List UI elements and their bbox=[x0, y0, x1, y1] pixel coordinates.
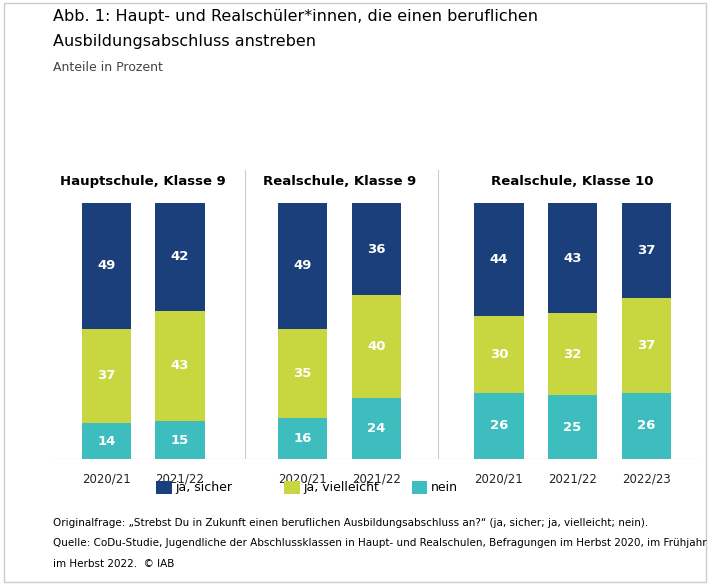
Text: Ausbildungsabschluss anstreben: Ausbildungsabschluss anstreben bbox=[53, 34, 316, 49]
Bar bbox=[278, 418, 327, 459]
Text: 2020/21: 2020/21 bbox=[278, 472, 327, 485]
Text: 2020/21: 2020/21 bbox=[474, 472, 523, 485]
Bar bbox=[351, 295, 401, 398]
Bar bbox=[474, 203, 523, 316]
Bar bbox=[278, 203, 327, 329]
Text: 26: 26 bbox=[637, 419, 655, 432]
Text: 2021/22: 2021/22 bbox=[155, 472, 204, 485]
Text: 2020/21: 2020/21 bbox=[82, 472, 131, 485]
Text: Originalfrage: „Strebst Du in Zukunft einen beruflichen Ausbildungsabschluss an?: Originalfrage: „Strebst Du in Zukunft ei… bbox=[53, 518, 648, 528]
Bar bbox=[155, 311, 204, 421]
Bar bbox=[548, 395, 597, 459]
Text: 26: 26 bbox=[490, 419, 508, 432]
Text: 30: 30 bbox=[490, 347, 508, 361]
Text: 35: 35 bbox=[293, 367, 312, 380]
Text: 49: 49 bbox=[293, 259, 312, 272]
Text: Anteile in Prozent: Anteile in Prozent bbox=[53, 61, 163, 74]
Text: Abb. 1: Haupt- und Realschüler*innen, die einen beruflichen: Abb. 1: Haupt- und Realschüler*innen, di… bbox=[53, 9, 538, 24]
Text: 40: 40 bbox=[367, 340, 386, 353]
Bar bbox=[548, 313, 597, 395]
Bar bbox=[548, 203, 597, 313]
Text: 32: 32 bbox=[564, 347, 581, 361]
Bar bbox=[622, 393, 671, 459]
Text: im Herbst 2022.  © IAB: im Herbst 2022. © IAB bbox=[53, 559, 175, 569]
Text: 37: 37 bbox=[637, 339, 655, 352]
Text: 42: 42 bbox=[171, 250, 189, 263]
Bar bbox=[82, 203, 131, 329]
Bar bbox=[82, 424, 131, 459]
Text: 37: 37 bbox=[637, 244, 655, 257]
Bar bbox=[622, 203, 671, 298]
Bar bbox=[474, 393, 523, 459]
Bar bbox=[155, 421, 204, 459]
Text: ja, sicher: ja, sicher bbox=[175, 481, 232, 494]
Text: 2021/22: 2021/22 bbox=[548, 472, 597, 485]
Text: 37: 37 bbox=[97, 370, 116, 383]
Text: 43: 43 bbox=[171, 359, 190, 372]
Text: nein: nein bbox=[431, 481, 458, 494]
Bar bbox=[82, 329, 131, 424]
Text: Quelle: CoDu-Studie, Jugendliche der Abschlussklassen in Haupt- und Realschulen,: Quelle: CoDu-Studie, Jugendliche der Abs… bbox=[53, 538, 710, 548]
Text: ja, vielleicht: ja, vielleicht bbox=[303, 481, 379, 494]
Text: 36: 36 bbox=[367, 243, 386, 256]
Text: 2022/23: 2022/23 bbox=[622, 472, 670, 485]
Text: 25: 25 bbox=[564, 421, 581, 433]
Bar bbox=[155, 203, 204, 311]
Bar bbox=[351, 398, 401, 459]
Text: 24: 24 bbox=[367, 422, 386, 435]
Text: Hauptschule, Klasse 9: Hauptschule, Klasse 9 bbox=[60, 174, 226, 188]
Bar bbox=[622, 298, 671, 393]
Text: 15: 15 bbox=[171, 433, 189, 446]
Text: 14: 14 bbox=[97, 435, 116, 448]
Text: 43: 43 bbox=[563, 252, 581, 264]
Text: 44: 44 bbox=[490, 253, 508, 266]
Text: 2021/22: 2021/22 bbox=[352, 472, 400, 485]
Text: Realschule, Klasse 9: Realschule, Klasse 9 bbox=[263, 174, 416, 188]
Text: 16: 16 bbox=[293, 432, 312, 445]
Bar bbox=[474, 316, 523, 393]
Text: 49: 49 bbox=[97, 259, 116, 272]
Text: Realschule, Klasse 10: Realschule, Klasse 10 bbox=[491, 174, 654, 188]
Bar bbox=[278, 329, 327, 418]
Bar bbox=[351, 203, 401, 295]
